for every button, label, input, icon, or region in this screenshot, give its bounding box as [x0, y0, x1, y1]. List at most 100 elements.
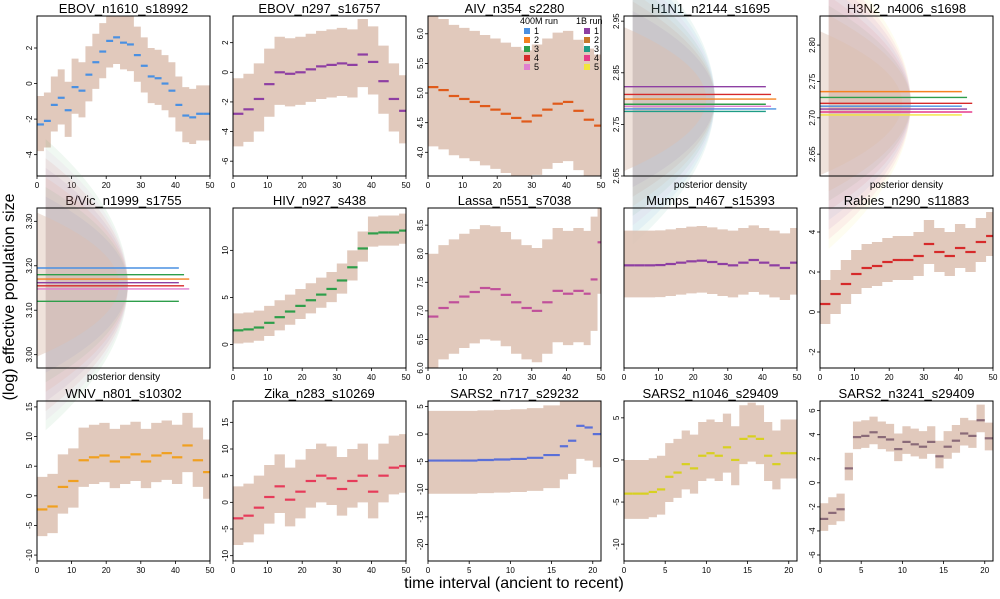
panel-title: Rabies_n290_s11883: [844, 193, 970, 208]
y-tick-label: -10: [25, 549, 34, 561]
y-tick-label: 5: [221, 295, 230, 300]
y-tick-label: -5: [416, 458, 425, 466]
panel-frame: [819, 15, 994, 177]
density-fan: [828, 0, 911, 240]
y-tick-label: -2: [221, 98, 230, 106]
density-fan: [45, 196, 128, 373]
x-tick-label: 40: [171, 566, 180, 575]
y-tick-label: 2.65: [808, 146, 817, 162]
y-tick-label: 3.30: [25, 213, 34, 229]
panel: Lassa_n551_s7038 0 10 20 30 40 50 6.0 6.5 7.0 7.5 8…: [416, 193, 606, 382]
x-tick-label: 40: [367, 373, 376, 382]
y-tick-label: -2: [25, 115, 34, 123]
y-axis-label: (log) effective population size: [1, 193, 18, 400]
panel: EBOV_n297_s16757 0 10 20 30 40 50 -6 -4 -2 0 2: [221, 1, 411, 190]
x-tick-label: 10: [458, 373, 467, 382]
x-tick-label: 0: [818, 373, 823, 382]
legend-swatch-1b: [584, 64, 590, 70]
y-tick-label: 0: [808, 309, 817, 314]
panel-frame: [36, 15, 211, 177]
y-tick-label: 0: [221, 500, 230, 505]
x-tick-label: 20: [298, 566, 307, 575]
legend-label-400m: 5: [534, 62, 539, 72]
legend-swatch-1b: [584, 46, 590, 52]
credible-band: [37, 16, 210, 152]
x-tick-label: 50: [402, 373, 411, 382]
y-tick-label: -10: [612, 538, 621, 550]
panel-frame: [232, 400, 407, 562]
y-tick-label: 10: [221, 245, 230, 254]
panel-title: EBOV_n297_s16757: [258, 1, 380, 16]
y-tick-label: -4: [221, 127, 230, 135]
y-tick-label: 10: [221, 444, 230, 453]
y-tick-label: 5: [416, 404, 425, 409]
legend-swatch-400m: [524, 55, 530, 61]
x-tick-label: 50: [989, 373, 998, 382]
panel: SARS2_n3241_s29409 0 5 10 15 20 -6 -4 -2 0 2 4 6: [808, 386, 994, 575]
panel-frame: [623, 400, 798, 562]
x-tick-label: 5: [859, 566, 864, 575]
legend-swatch-1b: [584, 37, 590, 43]
y-tick-label: 15: [25, 402, 34, 411]
x-tick-label: 20: [102, 566, 111, 575]
panel-frame: [427, 207, 602, 369]
y-tick-label: -20: [416, 538, 425, 550]
legend-swatch-400m: [524, 37, 530, 43]
x-tick-label: 50: [402, 181, 411, 190]
density-fan: [632, 0, 715, 216]
panel: SARS2_n717_s29232 0 5 10 15 20 -20 -15 -10 -5 0 5: [416, 386, 602, 575]
panel-frame: [623, 207, 798, 369]
y-tick-label: 5.5: [416, 57, 425, 69]
x-tick-label: 50: [597, 181, 606, 190]
y-tick-label: -15: [416, 511, 425, 523]
x-tick-label: 0: [426, 181, 431, 190]
x-tick-label: 50: [793, 373, 802, 382]
y-tick-label: 3.20: [25, 257, 34, 273]
x-tick-label: 10: [506, 566, 515, 575]
x-tick-label: 10: [67, 181, 76, 190]
y-tick-label: 2: [221, 40, 230, 45]
legend-swatch-400m: [524, 46, 530, 52]
credible-band: [624, 402, 797, 519]
x-tick-label: 0: [231, 181, 236, 190]
y-tick-label: 0: [808, 480, 817, 485]
y-tick-label: 3.10: [25, 302, 34, 318]
x-tick-label: 50: [597, 373, 606, 382]
legend-label-400m: 1: [534, 26, 539, 36]
y-tick-label: 5: [25, 463, 34, 468]
x-tick-label: 15: [743, 566, 752, 575]
x-tick-label: 0: [231, 373, 236, 382]
y-tick-label: 8.0: [416, 248, 425, 260]
y-tick-label: 2.95: [612, 13, 621, 29]
panel-title: Lassa_n551_s7038: [458, 193, 572, 208]
y-tick-label: 2.85: [612, 64, 621, 80]
legend-swatch-1b: [584, 55, 590, 61]
legend-label-400m: 3: [534, 44, 539, 54]
legend-label-1b: 1: [594, 26, 599, 36]
density-fan: [45, 148, 128, 421]
x-tick-label: 20: [493, 181, 502, 190]
panel-frame: [232, 207, 407, 369]
y-tick-label: 2.75: [612, 116, 621, 132]
y-tick-label: 0: [221, 70, 230, 75]
legend-swatch-1b: [584, 28, 590, 34]
y-tick-label: 3.00: [25, 346, 34, 362]
x-tick-label: 10: [67, 566, 76, 575]
y-tick-label: 6.0: [416, 28, 425, 40]
credible-band: [37, 412, 210, 537]
x-tick-label: 40: [562, 373, 571, 382]
panel-frame: [427, 15, 602, 177]
density-fan: [828, 0, 911, 221]
x-tick-label: 20: [102, 181, 111, 190]
density-fan: [828, 0, 911, 211]
x-tick-label: 10: [263, 566, 272, 575]
panel: HIV_n927_s438 0 10 20 30 40 50 0 5 10: [221, 193, 411, 382]
panel: H3N2_n4006_s1698 posterior density 2.65 2.7…: [808, 0, 994, 249]
x-tick-label: 30: [136, 181, 145, 190]
y-tick-label: -4: [25, 151, 34, 159]
y-tick-label: 6.5: [416, 333, 425, 345]
x-tick-label: 0: [818, 566, 823, 575]
